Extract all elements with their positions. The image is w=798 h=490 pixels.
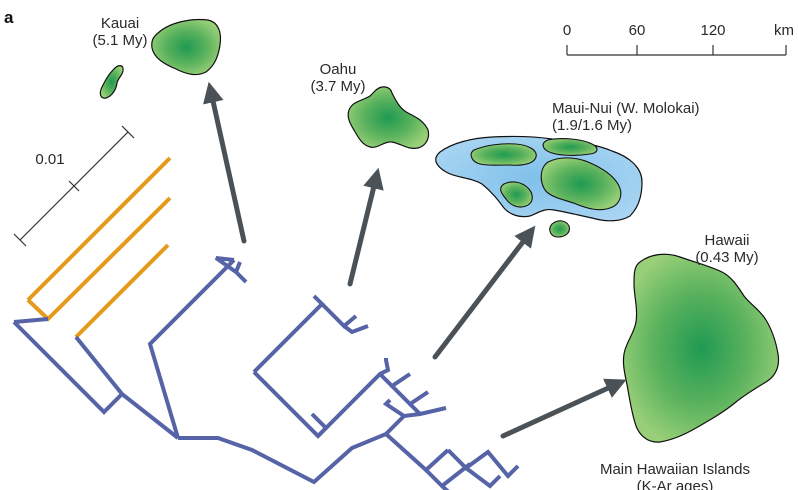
map-scale-bar [566, 45, 787, 56]
phylogeny-tree [12, 156, 520, 490]
caption-line-1: Main Hawaiian Islands [599, 461, 751, 478]
hawaii-age: (0.43 My) [695, 249, 759, 266]
arrow-to-kauai [203, 81, 247, 244]
caption: Main Hawaiian Islands (K-Ar ages) [560, 461, 790, 490]
kauai-age: (5.1 My) [92, 32, 148, 49]
arrow-to-oahu [347, 167, 384, 287]
panel-label: a [4, 8, 14, 27]
map-scale-tick-120: 120 [700, 22, 726, 39]
hawaii-name: Hawaii [704, 232, 750, 249]
tree-scale-bar [13, 125, 135, 247]
maui-nui-islands [435, 135, 643, 238]
hawaii-island [622, 253, 780, 443]
map-scale-tick-km: km [774, 22, 794, 39]
tree-scale-label: 0.01 [35, 151, 65, 168]
arrow-to-hawaii [500, 378, 627, 439]
ingroup-branches [12, 256, 520, 490]
oahu-label: Oahu (3.7 My) [290, 61, 386, 95]
kauai-label: Kauai (5.1 My) [72, 15, 168, 49]
arrow-to-maui-nui [432, 225, 536, 360]
map-scale-tick-60: 60 [628, 22, 646, 39]
oahu-name: Oahu [319, 61, 357, 78]
maui-nui-label: Maui-Nui (W. Molokai) (1.9/1.6 My) [552, 100, 700, 134]
hawaii-label: Hawaii (0.43 My) [672, 232, 782, 266]
kauai-island [99, 18, 222, 99]
oahu-age: (3.7 My) [310, 78, 366, 95]
oahu-island [347, 86, 430, 149]
caption-line-2: (K-Ar ages) [636, 478, 714, 490]
maui-nui-age: (1.9/1.6 My) [552, 117, 633, 134]
outgroup-branches [26, 156, 172, 339]
arrows [203, 81, 627, 439]
maui-nui-name: Maui-Nui (W. Molokai) [552, 100, 700, 117]
kauai-name: Kauai [100, 15, 140, 32]
map-scale-tick-0: 0 [562, 22, 572, 39]
